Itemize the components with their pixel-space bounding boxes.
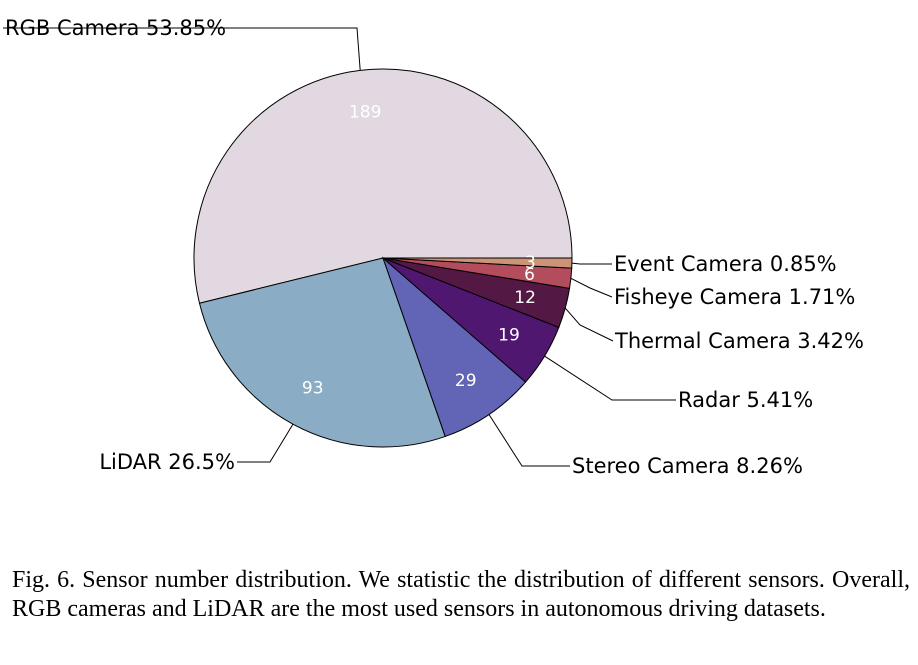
slice-label-event-camera: Event Camera 0.85% <box>614 252 837 276</box>
slice-value-labels: 189 93 29 19 12 63 <box>302 103 536 399</box>
leader-line-fisheye-camera <box>570 277 613 298</box>
slice-label-stereo-camera: Stereo Camera 8.26% <box>572 454 803 478</box>
leader-line-thermal-camera <box>564 307 614 342</box>
leader-lines <box>3 27 676 467</box>
slice-value-stereo-camera: 29 <box>455 371 477 391</box>
slice-label-rgb-camera: RGB Camera 53.85% <box>5 16 226 40</box>
slice-value-thermal-camera: 12 <box>514 288 536 308</box>
slice-value-event-camera: 3 <box>525 253 536 273</box>
figure-caption: Fig. 6. Sensor number distribution. We s… <box>12 567 910 622</box>
leader-line-rgb-camera <box>3 27 361 71</box>
slice-name-labels: RGB Camera 53.85% LiDAR 26.5% Stereo Camer… <box>5 16 864 478</box>
leader-line-stereo-camera <box>488 414 570 467</box>
slice-value-lidar: 93 <box>302 379 324 399</box>
leader-line-radar <box>544 355 676 401</box>
pie-chart: 189 93 29 19 12 63 RGB Camera 53.85% LiDAR 26.… <box>3 16 864 478</box>
slice-label-radar: Radar 5.41% <box>678 388 813 412</box>
leader-line-lidar <box>237 423 294 463</box>
leader-line-event-camera <box>571 262 612 265</box>
slice-value-fisheye-camera: 6 <box>524 265 535 285</box>
slice-value-radar: 19 <box>498 326 520 346</box>
pie-slice-stereo-camera <box>381 256 527 438</box>
pie-slices <box>193 68 573 448</box>
slice-label-lidar: LiDAR 26.5% <box>99 450 235 474</box>
slice-label-thermal-camera: Thermal Camera 3.42% <box>614 329 864 353</box>
slice-label-fisheye-camera: Fisheye Camera 1.71% <box>614 285 855 309</box>
slice-value-rgb-camera: 189 <box>349 103 381 123</box>
pie-slice-lidar <box>198 257 446 448</box>
